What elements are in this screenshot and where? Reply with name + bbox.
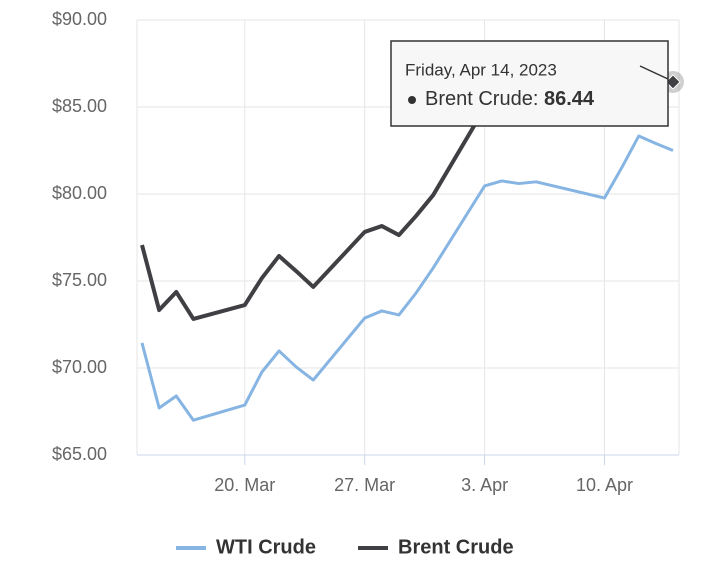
legend-label: WTI Crude bbox=[216, 536, 316, 558]
tooltip-pointer bbox=[639, 65, 669, 80]
tooltip-series: Brent Crude bbox=[425, 88, 533, 110]
tooltip-sep: : bbox=[533, 88, 544, 110]
x-tick-label: 10. Apr bbox=[576, 475, 633, 495]
tooltip-date: Friday, Apr 14, 2023 bbox=[405, 60, 557, 79]
tooltip-text: Brent Crude: 86.44 bbox=[425, 88, 595, 110]
y-tick-label: $75.00 bbox=[52, 270, 107, 290]
tooltip: Friday, Apr 14, 2023 Brent Crude: 86.44 bbox=[390, 40, 669, 127]
legend-label: Brent Crude bbox=[398, 536, 514, 558]
tooltip-box bbox=[390, 40, 669, 127]
y-tick-label: $90.00 bbox=[52, 9, 107, 29]
y-tick-label: $80.00 bbox=[52, 183, 107, 203]
tooltip-value: 86.44 bbox=[544, 88, 595, 110]
tooltip-dot bbox=[408, 96, 416, 104]
y-tick-label: $85.00 bbox=[52, 96, 107, 116]
x-tick-label: 20. Mar bbox=[214, 475, 275, 495]
series-line bbox=[140, 134, 674, 422]
x-tick-label: 27. Mar bbox=[334, 475, 395, 495]
x-tick-label: 3. Apr bbox=[461, 475, 508, 495]
y-tick-label: $65.00 bbox=[52, 444, 107, 464]
y-tick-label: $70.00 bbox=[52, 357, 107, 377]
